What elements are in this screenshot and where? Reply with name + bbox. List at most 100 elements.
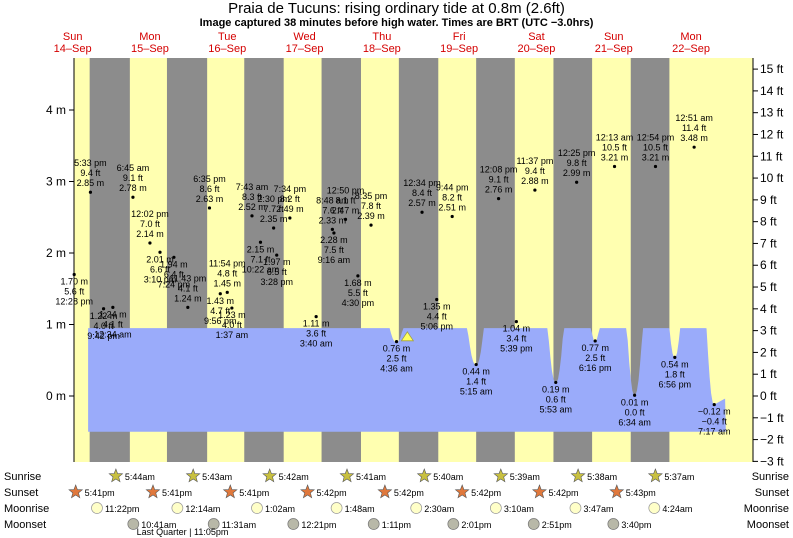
tide-point bbox=[172, 255, 176, 259]
tide-label: 4:36 am bbox=[380, 364, 413, 374]
tide-label: 2.15 m bbox=[247, 244, 275, 254]
tick-label-ft: 14 ft bbox=[760, 84, 784, 98]
tide-point bbox=[692, 145, 696, 149]
moonset-time: 12:21pm bbox=[301, 520, 336, 530]
tide-label: 2.85 m bbox=[77, 178, 105, 188]
current-tide-marker bbox=[400, 331, 415, 342]
tide-point bbox=[332, 231, 336, 235]
tide-label: 8.2 ft bbox=[442, 193, 463, 203]
tide-label: 7:43 am bbox=[236, 182, 269, 192]
sunset-star-icon bbox=[377, 484, 393, 499]
tide-point bbox=[593, 339, 597, 343]
tide-label: −0.12 m bbox=[698, 407, 731, 417]
row-label-left: Sunset bbox=[4, 487, 38, 499]
tide-label: 3:28 pm bbox=[260, 277, 293, 287]
tide-point bbox=[653, 164, 658, 169]
moonrise-time: 3:10am bbox=[504, 504, 534, 514]
sunrise-time: 5:42am bbox=[279, 472, 309, 482]
sun-moon-rows: Sunrise Sunrise Sunset Sunset Moonrise Moonri… bbox=[4, 468, 789, 537]
tide-label: 4.0 ft bbox=[94, 321, 115, 331]
tide-label: 2.5 ft bbox=[585, 353, 606, 363]
tide-point bbox=[554, 380, 558, 385]
tide-label: 12:28 pm bbox=[55, 296, 93, 306]
tide-point bbox=[158, 250, 162, 254]
tide-label: 9:42 pm bbox=[87, 331, 120, 341]
tide-point bbox=[72, 272, 76, 277]
tide-label: 2.39 m bbox=[357, 211, 385, 221]
tide-label: 12:34 pm bbox=[403, 178, 441, 188]
tide-label: 2.5 ft bbox=[387, 354, 408, 364]
tide-label: 7:17 am bbox=[698, 427, 731, 437]
sunset-star-icon bbox=[68, 484, 84, 499]
tide-label: 9.8 ft bbox=[567, 158, 588, 168]
tide-label: 3.4 ft bbox=[506, 334, 527, 344]
tide-label: 1.23 m bbox=[218, 310, 246, 320]
tide-point bbox=[633, 393, 637, 397]
day-name-label: Sun bbox=[63, 31, 83, 43]
moonset-moon-icon bbox=[367, 518, 380, 530]
sunset-time: 5:42pm bbox=[394, 488, 424, 498]
tide-label: 4.1 ft bbox=[103, 319, 124, 329]
tick-label-ft: 1 ft bbox=[760, 367, 777, 381]
tick-label-ft: 10 ft bbox=[760, 171, 784, 185]
moonrise-moon-icon bbox=[569, 502, 582, 514]
moonset-moon-icon bbox=[527, 518, 540, 530]
tide-label: 1.11 m bbox=[303, 319, 330, 329]
row-label-right: Sunrise bbox=[752, 471, 789, 483]
tick-label-ft: 2 ft bbox=[760, 345, 777, 359]
moonrise-moon-icon bbox=[251, 502, 263, 514]
day-date-label: 19–Sep bbox=[440, 43, 478, 55]
sunrise-time: 5:41am bbox=[356, 472, 386, 482]
tide-label: 6.6 ft bbox=[150, 264, 171, 274]
tick-label-ft: −3 ft bbox=[760, 454, 784, 468]
tide-label: 9:56 pm bbox=[204, 316, 237, 326]
moonrise-time: 2:30am bbox=[424, 504, 454, 514]
moon-phase-label: Last Quarter | 11:05pm bbox=[137, 527, 229, 537]
tide-point bbox=[673, 355, 677, 359]
tide-label: 9.4 ft bbox=[525, 166, 546, 176]
tide-point bbox=[272, 226, 276, 230]
moonset-moon-icon bbox=[207, 518, 220, 530]
tide-label: 2.01 m bbox=[146, 254, 174, 264]
tide-label: 4.4 ft bbox=[427, 311, 448, 321]
tide-label: 3:40 am bbox=[300, 339, 333, 349]
tide-label: 6.5 ft bbox=[267, 267, 288, 277]
tide-label: 9.1 ft bbox=[123, 173, 144, 183]
tide-label: 9.4 ft bbox=[80, 168, 101, 178]
page-title: Praia de Tucuns: rising ordinary tide at… bbox=[228, 0, 565, 17]
moonrise-time: 11:22pm bbox=[105, 504, 139, 514]
tide-label: 8:35 pm bbox=[355, 191, 388, 201]
tide-label: 4:30 pm bbox=[342, 298, 375, 308]
moonrise-time: 1:02am bbox=[265, 504, 295, 514]
moonrise-moon-icon bbox=[489, 502, 502, 514]
sunrise-time: 5:38am bbox=[587, 472, 617, 482]
tide-point bbox=[369, 223, 373, 227]
tide-label: 0.0 ft bbox=[625, 407, 646, 417]
tide-label: 5.5 ft bbox=[348, 288, 369, 298]
tick-label-ft: 12 ft bbox=[760, 127, 784, 141]
tide-label: 0.01 m bbox=[621, 397, 649, 407]
sunrise-star-icon bbox=[185, 468, 201, 483]
tide-label: 0.19 m bbox=[542, 384, 570, 394]
tide-label: 3.21 m bbox=[642, 152, 670, 162]
sunset-star-icon bbox=[300, 484, 316, 499]
tide-point bbox=[435, 297, 439, 302]
tide-label: 1.04 m bbox=[503, 324, 531, 334]
tick-label-ft: 8 ft bbox=[760, 215, 777, 229]
tide-point bbox=[207, 206, 212, 210]
tide-label: 1.4 ft bbox=[466, 377, 487, 387]
day-date-label: 14–Sep bbox=[54, 43, 92, 55]
sunset-star-icon bbox=[222, 484, 238, 499]
tide-point bbox=[225, 290, 229, 294]
tide-label: 11:43 pm bbox=[169, 273, 206, 283]
tide-point bbox=[496, 197, 501, 201]
tide-label: 2.99 m bbox=[563, 168, 591, 178]
tide-label: 2.35 m bbox=[260, 214, 288, 224]
tide-label: 2.52 m bbox=[238, 202, 266, 212]
tick-label-ft: 9 ft bbox=[760, 193, 777, 207]
sunrise-star-icon bbox=[493, 468, 509, 483]
tide-label: 3.21 m bbox=[601, 152, 629, 162]
tide-point bbox=[394, 340, 399, 344]
